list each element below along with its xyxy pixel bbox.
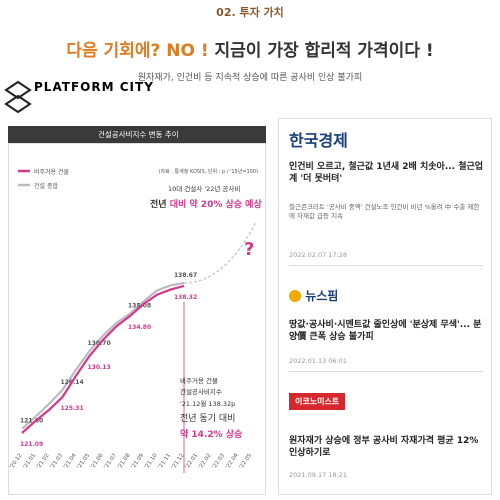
- legend-label: 비주거용 건물: [34, 168, 70, 176]
- news-source: 이코노미스트: [289, 393, 346, 410]
- headline-b: 지금이 가장 합리적 가격이다 !: [214, 41, 434, 61]
- projection: [183, 222, 257, 284]
- chart-title: 건설공사비지수 변동 추이: [8, 126, 266, 143]
- news-date: 2022.01.13 06:01: [289, 357, 348, 365]
- source: (자료 : 통계청 KOSIS, 단위 : p / '15년=100): [159, 168, 259, 175]
- logo: PLATFORM CITY: [34, 80, 154, 94]
- data-label: 125.31: [61, 405, 84, 412]
- chart-frame: [8, 143, 266, 495]
- data-label: 134.80: [128, 324, 151, 331]
- annotation: 약 14.2% 상승: [180, 428, 242, 440]
- annotation: 전년 대비 약 20% 상승 예상: [150, 198, 262, 210]
- news-headline: 땅값·공사비·시멘트값 줄인상에 '분상제 무색'... 분양價 큰폭 상승 불…: [289, 320, 482, 342]
- data-label: 121.60: [20, 418, 43, 425]
- subtitle: 원자재가, 인건비 등 지속적 상승에 따른 공사비 인상 불가피: [137, 73, 363, 83]
- annotation: 전년 동기 대비: [180, 413, 235, 424]
- annotation: 10대 건설사 '22년 공사비: [168, 184, 240, 193]
- news-headline: 원자재가 상승에 정부 공사비 자재가격 평균 12% 인상하기로: [289, 436, 479, 458]
- series-line: [21, 284, 185, 434]
- news-summary: 철근콘크리트 '공사비 중액' 건설노조 인건비 비년 %올려 中 수출 제한에…: [289, 203, 480, 220]
- series-line: [21, 281, 185, 430]
- annotation: '21.12월 138.32p: [180, 399, 235, 408]
- headline-a: 다음 기회에? NO !: [66, 41, 209, 61]
- annotation: 비주거용 건물: [180, 376, 218, 385]
- legend-label: 건설 종합: [34, 182, 58, 190]
- news-panel: 한국경제 인건비 오르고, 철근값 1년새 2배 치솟아... 철근업계 '더 …: [278, 118, 492, 495]
- news-source: 한국경제: [289, 131, 348, 150]
- news-headline: 인건비 오르고, 철근값 1년새 2배 치솟아... 철근업계 '더 못버텨': [289, 162, 484, 184]
- news-source-text: 뉴스핌: [305, 289, 339, 303]
- news-date: 2022.02.07 17:28: [289, 251, 348, 259]
- annotation: 건설공사비지수: [180, 387, 222, 396]
- headline: 다음 기회에? NO ! 지금이 가장 합리적 가격이다 !: [0, 36, 500, 61]
- news-date: 2021.09.17 18:21: [289, 471, 348, 479]
- data-label: 138.32: [174, 294, 197, 301]
- data-label: 138.67: [174, 272, 197, 279]
- logo-icon: [4, 80, 32, 114]
- section: 02. 투자 가치: [216, 6, 284, 19]
- data-label: 121.09: [20, 441, 43, 448]
- data-label: 130.13: [88, 364, 111, 371]
- annotation: ?: [244, 239, 254, 260]
- news-source: 뉴스핌: [289, 287, 338, 304]
